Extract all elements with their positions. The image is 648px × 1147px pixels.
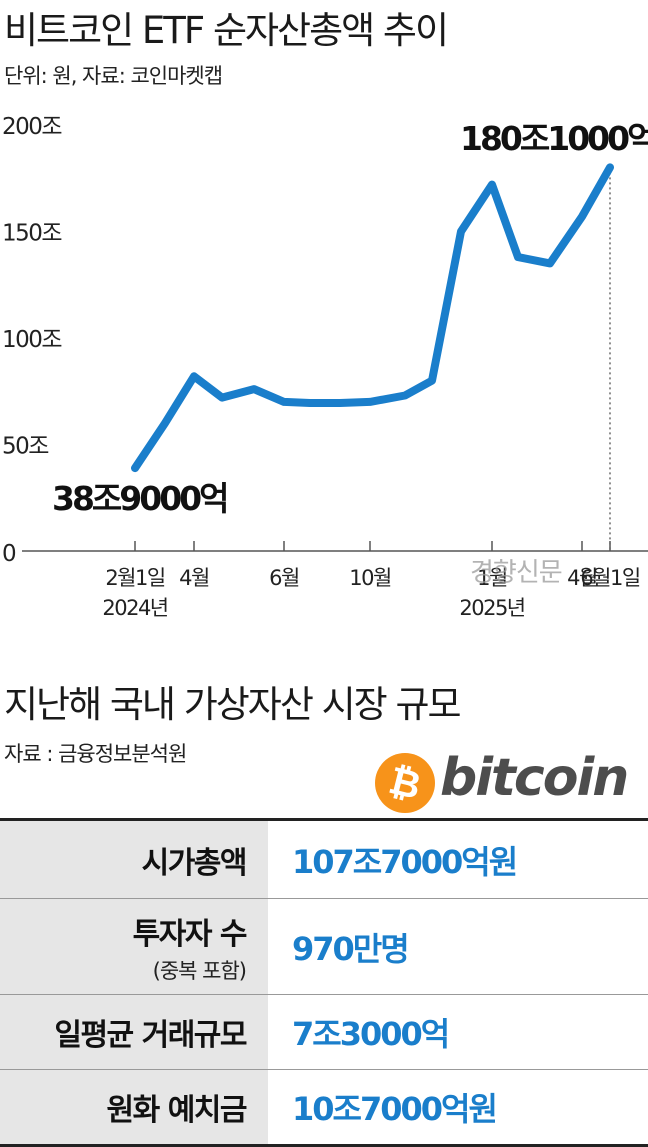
series-line bbox=[135, 167, 610, 468]
row-label-cell: 투자자 수(중복 포함) bbox=[0, 899, 268, 994]
x-tick-sublabel: 2024년 bbox=[102, 596, 167, 620]
bitcoin-icon: ₿ bbox=[374, 752, 436, 814]
row-label: 투자자 수 bbox=[133, 909, 246, 953]
section-title: 지난해 국내 가상자산 시장 규모 bbox=[4, 674, 460, 728]
x-tick-label: 6월 bbox=[269, 566, 299, 590]
section-source: 자료 : 금융정보분석원 bbox=[4, 738, 186, 768]
row-value: 7조3000억 bbox=[268, 995, 648, 1069]
annotation-start-value: 38조9000억 bbox=[52, 479, 227, 518]
x-tick-sublabel: 2025년 bbox=[459, 596, 524, 620]
table-row: 투자자 수(중복 포함)970만명 bbox=[0, 899, 648, 995]
x-tick-label: 2월1일 bbox=[105, 566, 165, 590]
annotation-end-value: 180조1000억 bbox=[460, 119, 648, 158]
bitcoin-wordmark: bitcoin bbox=[440, 748, 627, 808]
table-row: 시가총액 107조7000억원 bbox=[0, 821, 648, 899]
row-sublabel: (중복 포함) bbox=[153, 955, 246, 985]
row-label-cell: 시가총액 bbox=[0, 821, 268, 898]
row-label: 원화 예치금 bbox=[107, 1085, 246, 1129]
x-tick-label: 6월1일 bbox=[580, 566, 640, 590]
y-tick-label: 0 bbox=[2, 541, 16, 567]
row-label: 일평균 거래규모 bbox=[54, 1010, 246, 1054]
y-tick-label: 200조 bbox=[2, 114, 61, 140]
row-value: 970만명 bbox=[268, 899, 648, 994]
x-tick-label: 10월 bbox=[349, 566, 391, 590]
watermark: 경향신문 bbox=[470, 552, 562, 589]
row-label: 시가총액 bbox=[142, 838, 246, 882]
table-row: 원화 예치금 10조7000억원 bbox=[0, 1070, 648, 1147]
row-value: 10조7000억원 bbox=[268, 1070, 648, 1144]
y-tick-label: 50조 bbox=[2, 434, 48, 460]
y-tick-label: 100조 bbox=[2, 327, 61, 353]
row-label-cell: 원화 예치금 bbox=[0, 1070, 268, 1144]
table-row: 일평균 거래규모 7조3000억 bbox=[0, 995, 648, 1070]
x-tick-label: 4월 bbox=[179, 566, 209, 590]
row-value: 107조7000억원 bbox=[268, 821, 648, 898]
y-tick-label: 150조 bbox=[2, 221, 61, 247]
row-label-cell: 일평균 거래규모 bbox=[0, 995, 268, 1069]
